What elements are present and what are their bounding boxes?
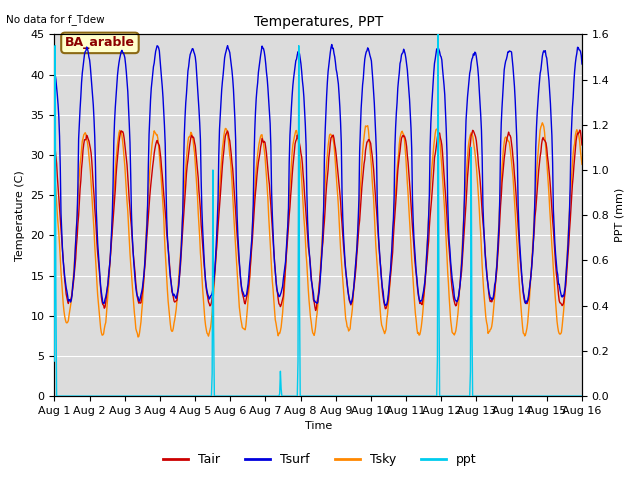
ppt — [435, 32, 442, 37]
Tair — [398, 134, 406, 140]
Tsky — [60, 308, 68, 314]
Y-axis label: PPT (mm): PPT (mm) — [615, 188, 625, 242]
ppt — [578, 393, 586, 399]
Line: Tsurf: Tsurf — [54, 45, 582, 305]
Tsurf — [399, 50, 407, 56]
Tair — [383, 303, 390, 309]
Tsurf — [51, 69, 58, 74]
Tair — [312, 308, 319, 313]
Tsurf — [384, 298, 392, 304]
Tsky — [398, 128, 406, 134]
Tsky — [115, 136, 122, 142]
Line: Tair: Tair — [54, 130, 582, 311]
Tsurf — [328, 42, 335, 48]
ppt — [398, 393, 406, 399]
Tsky — [538, 120, 546, 126]
Tsurf — [60, 265, 68, 271]
Tsurf — [168, 284, 175, 290]
Tsky — [383, 317, 390, 323]
Tair — [115, 147, 122, 153]
Tsurf — [115, 65, 122, 71]
Tsky — [578, 161, 586, 167]
Tsurf — [381, 302, 389, 308]
Title: Temperatures, PPT: Temperatures, PPT — [253, 15, 383, 29]
ppt — [51, 358, 58, 364]
ppt — [52, 393, 60, 399]
ppt — [115, 393, 123, 399]
Tsky — [51, 170, 58, 176]
Tair — [578, 142, 586, 148]
Tsurf — [196, 120, 204, 126]
X-axis label: Time: Time — [305, 421, 332, 432]
Tair — [51, 138, 58, 144]
Line: ppt: ppt — [54, 35, 582, 396]
ppt — [61, 393, 68, 399]
Text: No data for f_Tdew: No data for f_Tdew — [6, 14, 105, 25]
Tsurf — [578, 61, 586, 67]
Tair — [196, 197, 204, 203]
Tsky — [196, 250, 204, 256]
ppt — [383, 393, 390, 399]
Text: BA_arable: BA_arable — [65, 36, 135, 49]
Tsky — [134, 334, 142, 340]
Tair — [60, 268, 68, 274]
ppt — [169, 393, 177, 399]
Line: Tsky: Tsky — [54, 123, 582, 337]
ppt — [196, 393, 204, 399]
Y-axis label: Temperature (C): Temperature (C) — [15, 170, 25, 261]
Legend: Tair, Tsurf, Tsky, ppt: Tair, Tsurf, Tsky, ppt — [158, 448, 482, 471]
Tsky — [169, 328, 177, 334]
Tair — [168, 288, 175, 294]
Tair — [576, 127, 584, 133]
